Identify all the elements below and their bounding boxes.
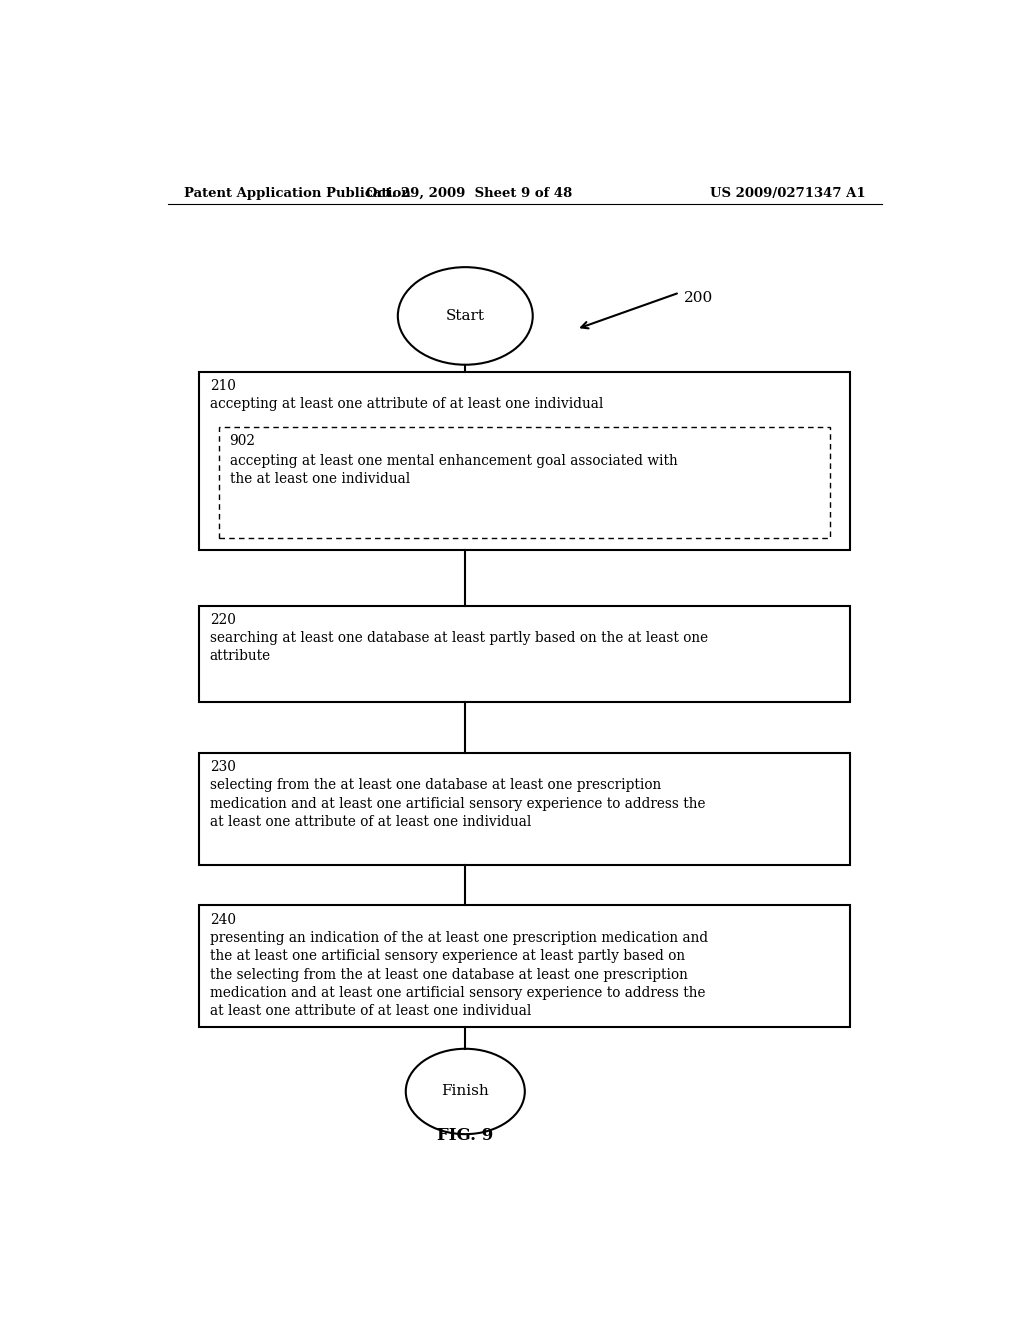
Text: 240: 240 <box>210 912 236 927</box>
Bar <box>200 606 850 702</box>
Text: FIG. 9: FIG. 9 <box>437 1127 494 1144</box>
Bar <box>200 906 850 1027</box>
Text: presenting an indication of the at least one prescription medication and
the at : presenting an indication of the at least… <box>210 931 708 1019</box>
Text: Start: Start <box>445 309 484 323</box>
Text: selecting from the at least one database at least one prescription
medication an: selecting from the at least one database… <box>210 779 706 829</box>
Text: 230: 230 <box>210 760 236 774</box>
Text: 210: 210 <box>210 379 236 393</box>
Text: searching at least one database at least partly based on the at least one
attrib: searching at least one database at least… <box>210 631 708 664</box>
Text: US 2009/0271347 A1: US 2009/0271347 A1 <box>711 187 866 199</box>
Bar <box>200 752 850 865</box>
Bar <box>219 428 830 537</box>
Text: Patent Application Publication: Patent Application Publication <box>183 187 411 199</box>
Text: 902: 902 <box>229 434 256 449</box>
Bar <box>200 372 850 549</box>
Text: accepting at least one mental enhancement goal associated with
the at least one : accepting at least one mental enhancemen… <box>229 454 677 486</box>
Text: accepting at least one attribute of at least one individual: accepting at least one attribute of at l… <box>210 397 603 412</box>
Text: Finish: Finish <box>441 1085 489 1098</box>
Text: Oct. 29, 2009  Sheet 9 of 48: Oct. 29, 2009 Sheet 9 of 48 <box>367 187 572 199</box>
Text: 220: 220 <box>210 612 236 627</box>
Text: 200: 200 <box>684 290 713 305</box>
